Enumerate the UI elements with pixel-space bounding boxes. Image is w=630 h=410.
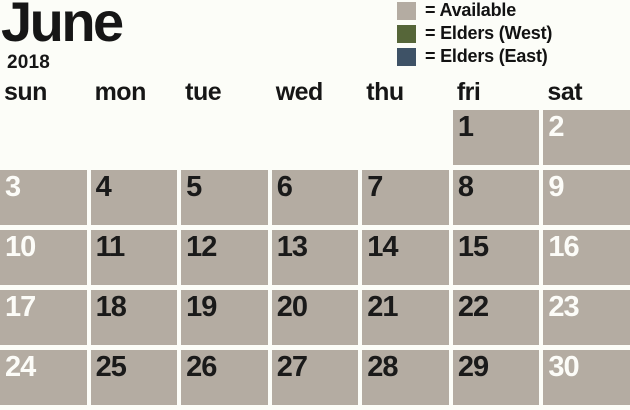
month-title: June bbox=[1, 0, 124, 53]
day-number: 16 bbox=[548, 231, 579, 263]
day-number: 1 bbox=[457, 111, 474, 143]
legend-label-elders-east: = Elders (East) bbox=[425, 46, 548, 66]
year-label: 2018 bbox=[7, 52, 51, 73]
day-cell-13[interactable]: 13 bbox=[271, 230, 359, 285]
weekday-label-thu: thu bbox=[366, 78, 404, 106]
day-cell-16[interactable]: 16 bbox=[543, 230, 630, 285]
day-cell-5[interactable]: 5 bbox=[181, 170, 268, 225]
day-cell-29[interactable]: 29 bbox=[452, 350, 540, 405]
legend-item-elders-west: = Elders (West) bbox=[397, 23, 553, 43]
day-number: 27 bbox=[276, 351, 308, 383]
empty-cell bbox=[181, 110, 268, 165]
day-number: 9 bbox=[548, 171, 564, 203]
day-number: 25 bbox=[95, 351, 127, 383]
day-number: 5 bbox=[186, 171, 202, 203]
day-number: 30 bbox=[548, 351, 579, 383]
day-number: 24 bbox=[5, 351, 36, 383]
legend-label-elders-west: = Elders (West) bbox=[425, 23, 553, 43]
legend-item-elders-east: = Elders (East) bbox=[397, 46, 552, 66]
day-number: 28 bbox=[367, 351, 398, 383]
day-cell-23[interactable]: 23 bbox=[543, 290, 630, 345]
day-number: 4 bbox=[95, 171, 112, 203]
day-number: 19 bbox=[186, 291, 217, 323]
legend: = Available = Elders (West) = Elders (East… bbox=[397, 0, 553, 70]
day-number: 12 bbox=[186, 231, 217, 263]
day-cell-7[interactable]: 7 bbox=[362, 170, 449, 225]
day-cell-10[interactable]: 10 bbox=[0, 230, 87, 285]
day-cell-2[interactable]: 2 bbox=[543, 110, 630, 165]
weekday-header-row: sun mon tue wed thu fri sat bbox=[0, 78, 630, 107]
day-number: 10 bbox=[5, 231, 36, 263]
empty-cell bbox=[362, 110, 449, 165]
day-cell-1[interactable]: 1 bbox=[452, 110, 540, 165]
elders-east-swatch-icon bbox=[397, 47, 416, 66]
empty-cell bbox=[91, 110, 178, 165]
day-number: 15 bbox=[457, 231, 489, 263]
day-number: 20 bbox=[276, 291, 308, 323]
weekday-label-mon: mon bbox=[94, 78, 147, 106]
day-number: 14 bbox=[367, 231, 398, 263]
day-cell-14[interactable]: 14 bbox=[362, 230, 449, 285]
day-number: 23 bbox=[548, 291, 579, 323]
day-cell-3[interactable]: 3 bbox=[0, 170, 87, 225]
day-cell-18[interactable]: 18 bbox=[90, 290, 178, 345]
day-cell-19[interactable]: 19 bbox=[181, 290, 268, 345]
day-number: 2 bbox=[548, 111, 564, 143]
day-number: 26 bbox=[186, 351, 217, 383]
day-cell-12[interactable]: 12 bbox=[181, 230, 268, 285]
day-number: 17 bbox=[5, 291, 36, 323]
day-cell-20[interactable]: 20 bbox=[271, 290, 359, 345]
day-cell-11[interactable]: 11 bbox=[90, 230, 178, 285]
day-cell-28[interactable]: 28 bbox=[362, 350, 449, 405]
day-number: 21 bbox=[367, 291, 398, 323]
weekday-label-wed: wed bbox=[275, 78, 324, 106]
day-number: 6 bbox=[276, 171, 293, 203]
day-cell-30[interactable]: 30 bbox=[543, 350, 630, 405]
day-number: 18 bbox=[95, 291, 127, 323]
available-swatch-icon bbox=[397, 1, 416, 20]
day-cell-21[interactable]: 21 bbox=[362, 290, 449, 345]
weekday-label-tue: tue bbox=[185, 78, 222, 106]
day-cell-25[interactable]: 25 bbox=[90, 350, 178, 405]
day-number: 29 bbox=[457, 351, 489, 383]
legend-item-available: = Available bbox=[397, 0, 552, 20]
day-number: 3 bbox=[5, 171, 21, 203]
day-cell-26[interactable]: 26 bbox=[181, 350, 268, 405]
day-cell-9[interactable]: 9 bbox=[543, 170, 630, 225]
day-cell-17[interactable]: 17 bbox=[0, 290, 87, 345]
day-number: 13 bbox=[276, 231, 308, 263]
weekday-label-sat: sat bbox=[547, 78, 583, 106]
day-cell-6[interactable]: 6 bbox=[271, 170, 359, 225]
empty-cell bbox=[0, 110, 87, 165]
day-number: 8 bbox=[457, 171, 474, 203]
empty-cell bbox=[272, 110, 359, 165]
day-cell-24[interactable]: 24 bbox=[0, 350, 87, 405]
day-number: 11 bbox=[95, 231, 126, 263]
weekday-label-fri: fri bbox=[456, 78, 481, 106]
legend-label-available: = Available bbox=[425, 0, 517, 20]
day-cell-27[interactable]: 27 bbox=[271, 350, 359, 405]
day-number: 7 bbox=[367, 171, 383, 203]
day-cell-8[interactable]: 8 bbox=[452, 170, 540, 225]
elders-west-swatch-icon bbox=[397, 24, 416, 43]
weekday-label-sun: sun bbox=[4, 78, 47, 106]
day-cell-4[interactable]: 4 bbox=[90, 170, 178, 225]
day-cell-22[interactable]: 22 bbox=[452, 290, 540, 345]
day-cell-15[interactable]: 15 bbox=[452, 230, 540, 285]
calendar-grid: 1 2 3 4 5 6 7 8 9 10 11 12 13 14 15 16 17 18 19 20 21 22 23 24 2… bbox=[0, 110, 630, 405]
day-number: 22 bbox=[457, 291, 489, 323]
